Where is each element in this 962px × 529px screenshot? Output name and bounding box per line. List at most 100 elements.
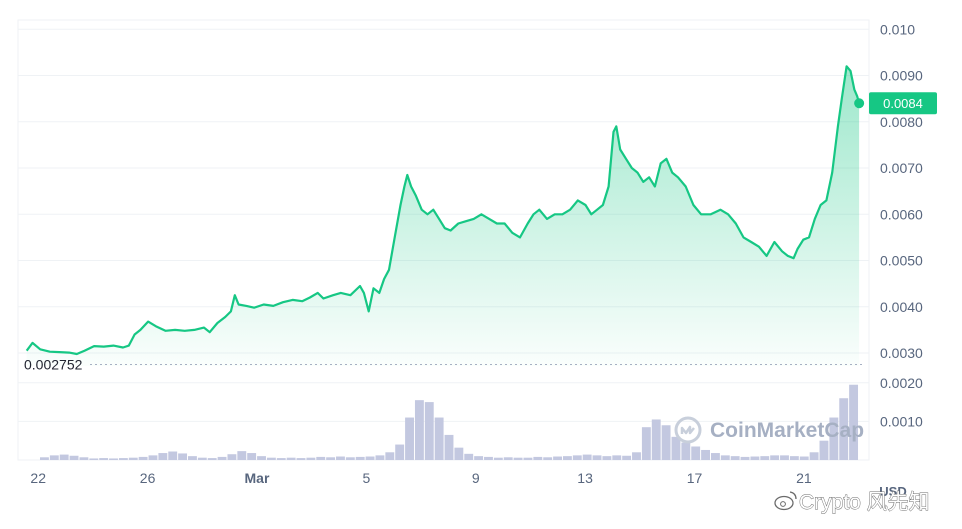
volume-bar bbox=[237, 451, 247, 460]
price-tick-label: 0.0080 bbox=[880, 114, 923, 130]
volume-bar bbox=[424, 402, 434, 460]
attribution-text: Crypto 风先知 bbox=[799, 491, 930, 514]
price-line bbox=[25, 65, 861, 356]
volume-bar bbox=[582, 454, 592, 460]
volume-bar bbox=[355, 456, 365, 460]
volume-bar bbox=[691, 446, 701, 460]
price-tick-label: 0.0030 bbox=[880, 345, 923, 361]
volume-bar bbox=[632, 452, 641, 460]
volume-bar bbox=[217, 456, 227, 460]
price-tick-label: 0.0050 bbox=[880, 253, 923, 269]
volume-bar bbox=[128, 457, 138, 460]
volume-bar bbox=[118, 458, 128, 460]
volume-bar bbox=[493, 457, 503, 460]
volume-bar bbox=[336, 456, 345, 460]
volume-bar bbox=[572, 455, 582, 460]
volume-bar bbox=[188, 456, 197, 460]
volume-bar bbox=[69, 455, 79, 460]
volume-bar bbox=[227, 454, 237, 460]
volume-bar bbox=[168, 451, 178, 460]
watermark-brand: CoinMarketCap bbox=[710, 419, 864, 442]
x-tick-label: 13 bbox=[577, 470, 593, 486]
volume-bar bbox=[99, 458, 109, 460]
volume-bar bbox=[809, 452, 819, 460]
price-area-fill bbox=[26, 66, 860, 367]
volume-bar bbox=[829, 417, 839, 460]
volume-bar bbox=[197, 457, 207, 460]
volume-bar bbox=[849, 384, 859, 460]
volume-bar bbox=[770, 455, 780, 460]
volume-bar bbox=[710, 453, 720, 460]
volume-bar bbox=[602, 456, 612, 460]
volume-bar bbox=[464, 453, 474, 460]
volume-bar bbox=[158, 453, 168, 460]
volume-bar bbox=[316, 456, 326, 460]
volume-bar bbox=[444, 434, 454, 460]
volume-bar bbox=[326, 457, 336, 460]
volume-bar bbox=[553, 456, 562, 460]
price-tick-label: 0.0040 bbox=[880, 299, 923, 315]
volume-bar bbox=[178, 453, 188, 460]
coinmarketcap-watermark: CoinMarketCap bbox=[674, 416, 864, 444]
volume-bar bbox=[109, 458, 118, 460]
volume-bar bbox=[257, 456, 266, 460]
volume-bar bbox=[839, 398, 849, 460]
x-tick-label: 21 bbox=[796, 470, 812, 486]
volume-bar bbox=[543, 457, 553, 460]
volume-bar bbox=[513, 457, 523, 460]
price-tick-label: 0.0060 bbox=[880, 206, 923, 222]
volume-bar bbox=[641, 427, 651, 460]
volume-bar bbox=[49, 455, 59, 460]
x-tick-label: 22 bbox=[30, 470, 46, 486]
current-price-dot[interactable] bbox=[854, 98, 865, 109]
volume-bar bbox=[89, 458, 99, 460]
currency-label: USD bbox=[879, 484, 906, 499]
volume-bar bbox=[207, 458, 217, 460]
coinmarketcap-logo-icon bbox=[674, 416, 702, 444]
volume-bar bbox=[286, 457, 296, 460]
volume-bar bbox=[740, 456, 750, 460]
volume-bar bbox=[454, 447, 464, 460]
volume-bar bbox=[651, 419, 661, 460]
volume-bar bbox=[40, 457, 49, 460]
current-price-tag-bg bbox=[869, 92, 937, 115]
volume-bar bbox=[296, 458, 306, 460]
volume-bar bbox=[79, 457, 89, 460]
volume-bar bbox=[138, 456, 148, 460]
volume-bars bbox=[40, 384, 859, 460]
volume-bar bbox=[365, 456, 375, 460]
x-tick-label: 17 bbox=[687, 470, 703, 486]
price-tick-label: 0.0070 bbox=[880, 160, 923, 176]
current-price-tag-label: 0.0084 bbox=[883, 96, 923, 111]
volume-bar bbox=[385, 452, 395, 460]
volume-bar bbox=[592, 455, 602, 460]
volume-bar bbox=[345, 457, 355, 460]
volume-bar bbox=[671, 436, 681, 460]
volume-bar bbox=[434, 417, 444, 460]
volume-bar bbox=[562, 456, 572, 460]
volume-bar bbox=[484, 456, 493, 460]
volume-bar bbox=[622, 455, 632, 460]
x-tick-label: 5 bbox=[362, 470, 370, 486]
volume-bar bbox=[661, 425, 671, 460]
volume-bar bbox=[681, 442, 691, 460]
volume-bar bbox=[760, 456, 770, 460]
volume-bar bbox=[395, 444, 405, 460]
volume-bar bbox=[799, 456, 809, 460]
volume-bar bbox=[266, 457, 276, 460]
weibo-icon bbox=[774, 491, 797, 511]
volume-bar bbox=[750, 456, 760, 460]
x-tick-label: Mar bbox=[245, 470, 270, 486]
price-tick-label: 0.0090 bbox=[880, 68, 923, 84]
baseline-label: 0.002752 bbox=[24, 357, 83, 373]
x-axis: 22 26 Mar 5 9 13 17 21 bbox=[30, 470, 811, 486]
volume-bar bbox=[148, 455, 158, 460]
volume-bar bbox=[720, 455, 730, 460]
volume-bar bbox=[276, 458, 286, 460]
volume-y-axis: 0.0010 0.0020 bbox=[880, 375, 923, 430]
volume-bar bbox=[306, 457, 316, 460]
volume-bar bbox=[474, 456, 484, 460]
volume-bar bbox=[503, 457, 513, 460]
price-y-axis: 0.0030 0.0040 0.0050 0.0060 0.0070 0.0080 0.00… bbox=[880, 21, 923, 361]
